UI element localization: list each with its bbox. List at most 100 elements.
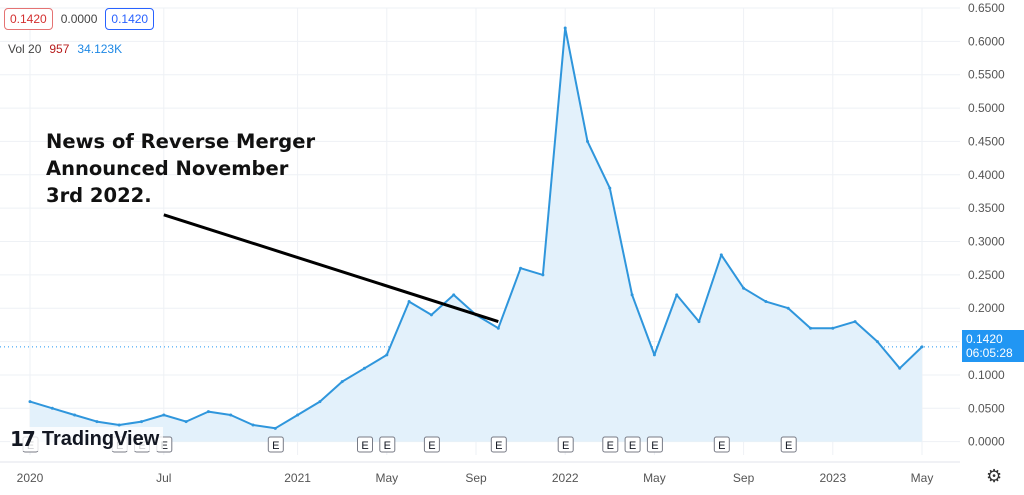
earnings-marker: E: [602, 436, 619, 453]
x-tick-label: 2020: [17, 471, 44, 485]
data-point: [28, 400, 32, 404]
earnings-marker-box: [602, 436, 619, 453]
data-point: [140, 420, 143, 424]
x-axis: 2020 Jul 2021 May Sep 2022 May Sep 2023 May: [0, 461, 960, 485]
tradingview-logo[interactable]: 17 TradingView: [10, 427, 164, 451]
y-tick-label: 0.4000: [968, 168, 1005, 182]
earnings-marker: E: [490, 436, 507, 453]
data-point: [452, 293, 456, 297]
data-point: [318, 400, 322, 404]
annotation-line-2: Announced November: [46, 157, 289, 180]
earnings-marker: E: [646, 436, 663, 453]
earnings-marker: E: [357, 436, 373, 453]
earnings-marker-label: E: [629, 440, 636, 452]
volume-value-1: 957: [49, 42, 70, 56]
x-tick-label: 2022: [552, 471, 579, 485]
data-point: [541, 273, 545, 277]
earnings-marker-label: E: [495, 440, 502, 452]
data-point: [95, 420, 99, 424]
data-point: [586, 139, 589, 143]
price-open-box[interactable]: 0.1420: [4, 8, 53, 30]
annotation-arrow: [163, 213, 499, 323]
y-tick-label: 0.3000: [968, 235, 1005, 249]
data-point: [429, 313, 433, 317]
data-point: [875, 340, 879, 344]
y-tick-label: 0.1000: [968, 368, 1005, 382]
data-point: [831, 326, 835, 330]
earnings-marker-label: E: [428, 440, 435, 452]
earnings-marker-label: E: [272, 440, 279, 452]
annotation-arrow-line: [163, 213, 499, 323]
annotation-text: News of Reverse Merger Announced Novembe…: [46, 128, 336, 209]
data-point: [73, 413, 77, 417]
x-tick-label: Jul: [156, 471, 171, 485]
earnings-marker-label: E: [718, 440, 725, 452]
data-point: [407, 300, 411, 304]
data-point: [719, 253, 723, 257]
data-point: [652, 353, 656, 357]
last-price: 0.1420: [966, 332, 1003, 346]
data-point: [229, 413, 233, 417]
data-point: [296, 413, 300, 417]
volume-value-2: 34.123K: [77, 42, 123, 56]
earnings-marker-label: E: [361, 440, 368, 452]
data-point: [697, 320, 701, 324]
annotation-line-3: 3rd 2022.: [46, 184, 152, 207]
data-point: [496, 326, 500, 330]
tradingview-wordmark: TradingView: [41, 427, 160, 450]
data-point: [184, 420, 188, 424]
data-point: [117, 423, 121, 427]
earnings-marker-box: [713, 436, 730, 453]
y-axis: 0.6500 0.6000 0.5500 0.5000 0.4500 0.4000 0.35…: [968, 1, 1005, 449]
volume-label: Vol 20: [8, 42, 42, 56]
earnings-marker-box: [780, 436, 797, 453]
data-point: [251, 423, 255, 427]
earnings-marker-label: E: [384, 440, 391, 452]
x-tick-label: 2021: [284, 471, 311, 485]
earnings-marker-label: E: [562, 440, 569, 452]
price-close-box[interactable]: 0.1420: [105, 8, 155, 30]
data-point: [206, 410, 210, 414]
earnings-marker: E: [379, 436, 396, 453]
last-price-tag: 0.1420 06:05:28: [962, 330, 1024, 362]
y-tick-label: 0.2000: [968, 301, 1005, 315]
y-tick-label: 0.5500: [968, 68, 1005, 82]
earnings-marker-box: [267, 436, 284, 453]
earnings-marker-box: [646, 436, 663, 453]
data-point: [764, 300, 768, 304]
earnings-marker-box: [557, 436, 574, 453]
price-change: 0.0000: [60, 12, 98, 26]
annotation-line-1: News of Reverse Merger: [46, 130, 316, 153]
data-point: [273, 426, 277, 430]
earnings-marker-box: [379, 436, 396, 453]
data-point: [340, 380, 344, 384]
x-tick-label: May: [643, 471, 666, 485]
data-point: [50, 406, 54, 410]
data-point: [898, 366, 902, 370]
price-area-fill: [30, 28, 922, 442]
earnings-marker-box: [490, 436, 507, 453]
data-point: [563, 26, 567, 30]
data-point: [162, 413, 166, 417]
data-point: [519, 266, 523, 270]
volume-legend: Vol 20 957 34.123K: [8, 42, 122, 56]
x-tick-label: May: [911, 471, 934, 485]
earnings-marker: E: [780, 436, 797, 453]
data-point: [630, 293, 634, 297]
data-point: [742, 286, 746, 290]
x-tick-label: Sep: [733, 471, 755, 485]
y-tick-label: 0.0000: [968, 435, 1005, 449]
tradingview-mark-icon: 17: [10, 427, 36, 451]
data-point: [608, 186, 612, 190]
earnings-marker-label: E: [161, 440, 168, 452]
gear-icon[interactable]: ⚙: [986, 466, 1003, 486]
y-tick-label: 0.2500: [968, 268, 1005, 282]
y-tick-label: 0.6500: [968, 1, 1005, 15]
data-point: [363, 366, 366, 370]
y-tick-label: 0.5000: [968, 101, 1005, 115]
earnings-marker-label: E: [785, 440, 792, 452]
y-tick-label: 0.3500: [968, 201, 1005, 215]
x-tick-label: 2023: [819, 471, 846, 485]
y-tick-label: 0.4500: [968, 134, 1005, 148]
